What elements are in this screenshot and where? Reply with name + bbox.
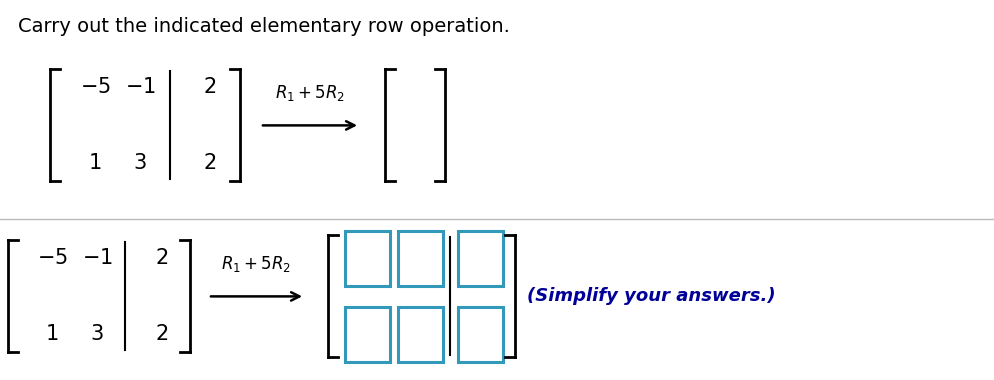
Bar bbox=[345, 231, 390, 286]
Text: $2$: $2$ bbox=[204, 78, 217, 97]
Text: $1$: $1$ bbox=[46, 325, 59, 344]
Text: $2$: $2$ bbox=[204, 154, 217, 173]
Text: $-1$: $-1$ bbox=[82, 249, 112, 268]
Text: $-5$: $-5$ bbox=[37, 249, 68, 268]
Bar bbox=[458, 307, 503, 362]
Text: $2$: $2$ bbox=[155, 325, 169, 344]
Bar bbox=[345, 307, 390, 362]
Text: $3$: $3$ bbox=[90, 325, 103, 344]
Bar bbox=[398, 231, 443, 286]
Text: Carry out the indicated elementary row operation.: Carry out the indicated elementary row o… bbox=[18, 17, 510, 36]
Bar bbox=[458, 231, 503, 286]
Text: $R_1 + 5R_2$: $R_1 + 5R_2$ bbox=[275, 83, 345, 103]
Text: $-1$: $-1$ bbox=[124, 78, 155, 97]
Text: $2$: $2$ bbox=[155, 249, 169, 268]
Text: $-5$: $-5$ bbox=[80, 78, 110, 97]
Text: (Simplify your answers.): (Simplify your answers.) bbox=[527, 287, 775, 306]
Text: $1$: $1$ bbox=[88, 154, 101, 173]
Text: $R_1 + 5R_2$: $R_1 + 5R_2$ bbox=[222, 254, 291, 274]
Bar bbox=[398, 307, 443, 362]
Text: $3$: $3$ bbox=[133, 154, 147, 173]
